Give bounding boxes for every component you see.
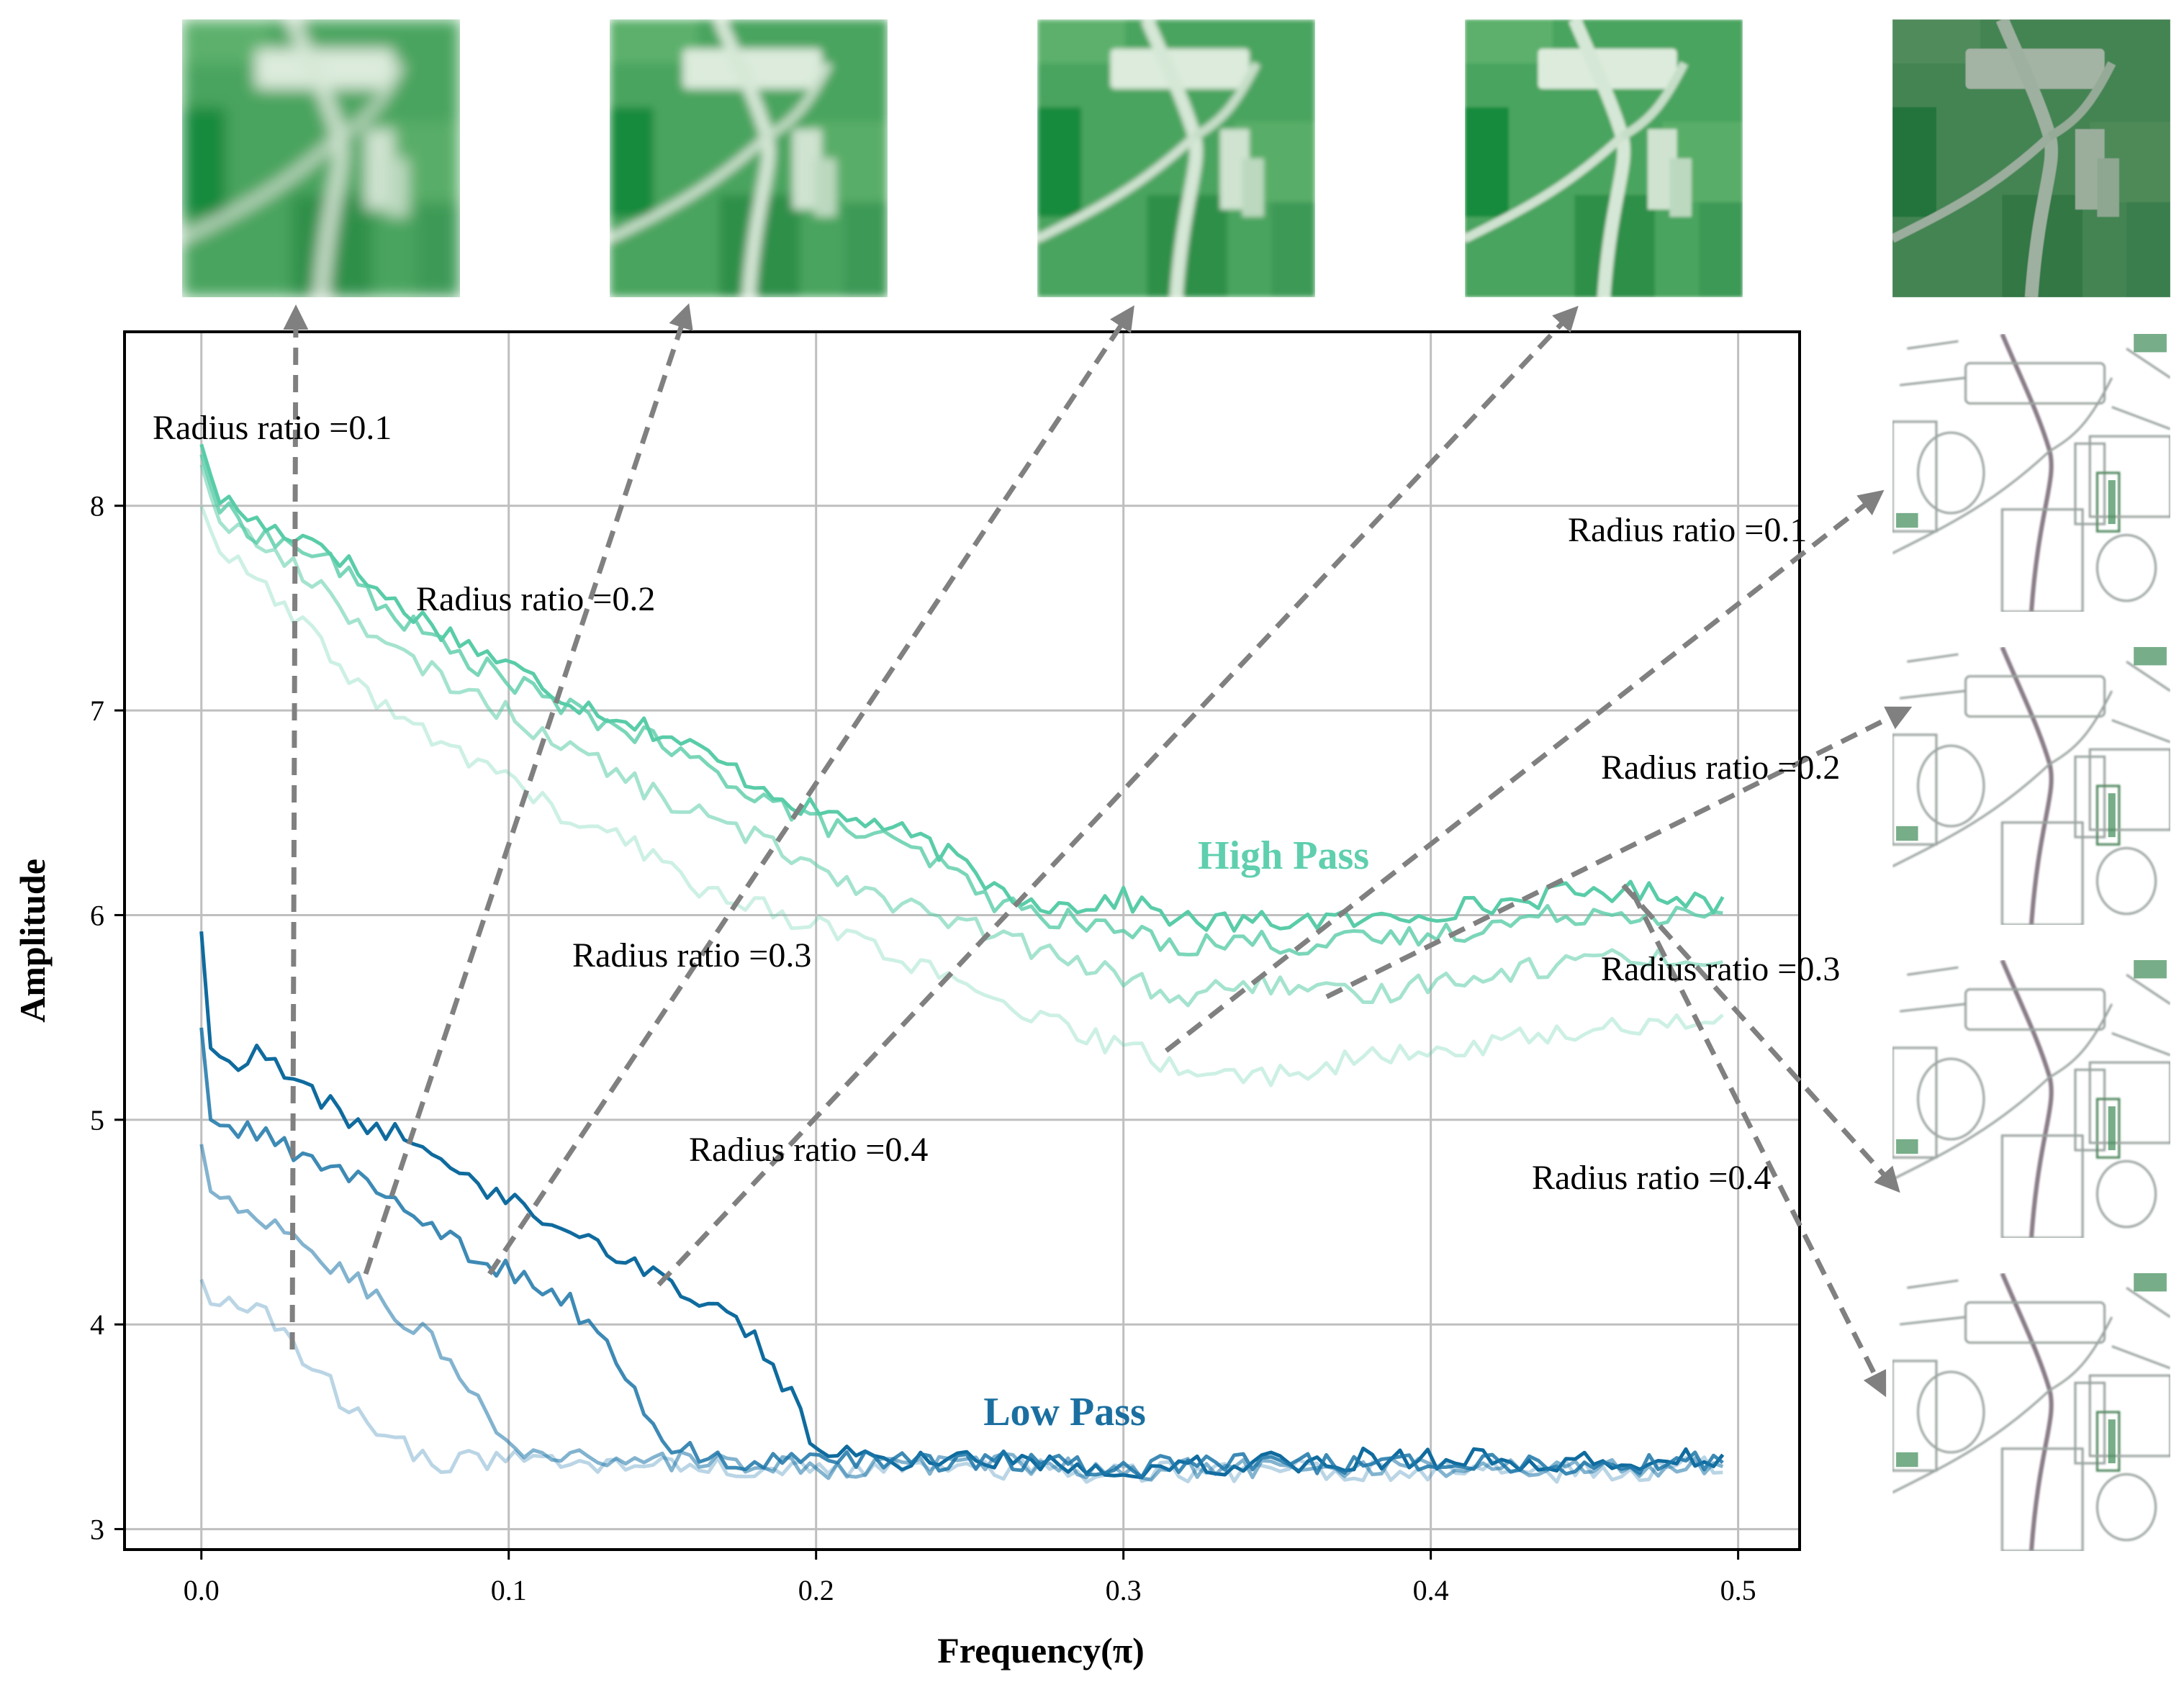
plot-area: 0.0 0.1 0.2 0.3 0.4 0.5 3 4 5 6 7 8 xyxy=(90,330,1801,1606)
x-tick-label: 0.2 xyxy=(798,1574,834,1606)
arrow-high-pass-0.3 xyxy=(1621,883,1900,1193)
x-tick-label: 0.0 xyxy=(184,1574,220,1606)
y-axis-label: Amplitude xyxy=(12,859,53,1023)
x-tick-label: 0.5 xyxy=(1720,1574,1756,1606)
arrow-low-pass-0.2 xyxy=(363,303,693,1275)
y-tick-label: 6 xyxy=(90,899,104,931)
series-line-high-pass-0.1 xyxy=(199,443,1725,933)
y-tick-label: 7 xyxy=(90,695,104,727)
annotation-right-0.4: Radius ratio =0.4 xyxy=(1532,1159,1771,1197)
annotation-left-0.3: Radius ratio =0.3 xyxy=(572,936,811,975)
series-line-low-pass-0.2 xyxy=(199,1144,1724,1482)
series-lines xyxy=(199,443,1725,1484)
series-line-high-pass-0.4 xyxy=(199,505,1724,1088)
thumbnail-low-pass-0.4 xyxy=(1465,19,1743,297)
thumbnail-high-pass-0.1 xyxy=(1892,334,2170,612)
series-line-high-pass-0.2 xyxy=(199,453,1723,957)
high-pass-thumbnails xyxy=(1892,334,2170,1551)
arrow-low-pass-0.1 xyxy=(283,304,309,1350)
thumbnail-high-pass-0.2 xyxy=(1892,647,2170,925)
axis-ticks: 0.0 0.1 0.2 0.3 0.4 0.5 3 4 5 6 7 8 xyxy=(90,490,1756,1606)
group-label-high-pass: High Pass xyxy=(1198,833,1369,878)
thumbnail-low-pass-0.3 xyxy=(1037,19,1315,297)
thumbnail-high-pass-0.4 xyxy=(1892,1273,2170,1551)
series-line-high-pass-0.3 xyxy=(199,464,1723,1008)
group-label-low-pass: Low Pass xyxy=(983,1390,1146,1434)
labels: High Pass Low Pass Radius ratio =0.1 Rad… xyxy=(12,409,1840,1670)
arrow-high-pass-0.4 xyxy=(1630,891,1887,1398)
plot-frame xyxy=(123,330,1801,1551)
arrow-low-pass-0.3 xyxy=(487,305,1134,1275)
x-tick-label: 0.1 xyxy=(491,1574,527,1606)
y-tick-label: 5 xyxy=(90,1104,104,1136)
series-line-low-pass-0.1 xyxy=(199,1278,1723,1484)
annotation-right-0.3: Radius ratio =0.3 xyxy=(1601,950,1840,988)
annotation-left-0.2: Radius ratio =0.2 xyxy=(416,580,655,618)
thumbnail-low-pass-0.2 xyxy=(610,19,888,297)
arrow-high-pass-0.1 xyxy=(1164,489,1885,1053)
arrows xyxy=(283,303,1913,1398)
x-axis-label: Frequency(π) xyxy=(937,1630,1145,1670)
low-pass-thumbnails xyxy=(182,19,2170,297)
annotation-right-0.2: Radius ratio =0.2 xyxy=(1601,749,1840,787)
annotation-right-0.1: Radius ratio =0.1 xyxy=(1568,511,1807,549)
arrow-low-pass-0.4 xyxy=(656,305,1579,1287)
x-tick-label: 0.3 xyxy=(1106,1574,1142,1606)
annotation-left-0.4: Radius ratio =0.4 xyxy=(689,1131,928,1169)
y-tick-label: 8 xyxy=(90,490,104,523)
y-tick-label: 3 xyxy=(90,1514,104,1546)
x-tick-label: 0.4 xyxy=(1413,1574,1449,1606)
series-line-low-pass-0.3 xyxy=(199,1027,1724,1479)
annotation-left-0.1: Radius ratio =0.1 xyxy=(153,409,392,447)
thumbnail-original xyxy=(1892,19,2170,297)
thumbnail-high-pass-0.3 xyxy=(1892,960,2170,1238)
grid xyxy=(125,332,1800,1550)
y-tick-label: 4 xyxy=(90,1308,104,1341)
thumbnail-low-pass-0.1 xyxy=(182,19,460,297)
series-line-low-pass-0.4 xyxy=(199,931,1725,1480)
